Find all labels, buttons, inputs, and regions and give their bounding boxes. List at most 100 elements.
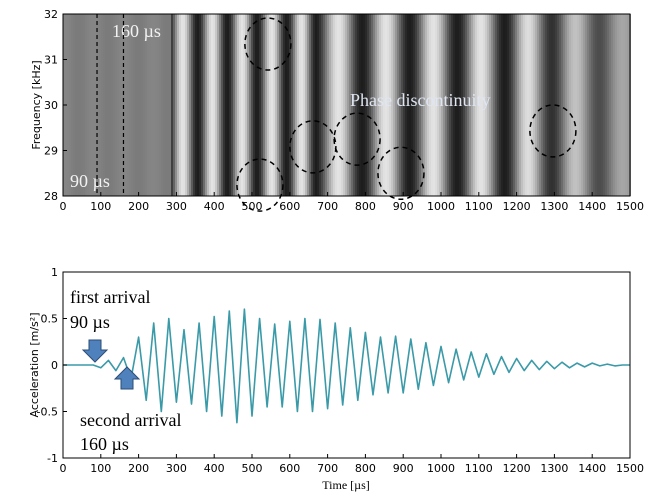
annotation: 160 µs [112,21,161,41]
x-tick-label: 100 [90,462,111,475]
texture [273,14,275,196]
texture [313,14,315,196]
texture [81,14,83,196]
texture [531,14,533,196]
texture [495,14,497,196]
texture [369,14,371,196]
x-tick-label: 1100 [465,462,493,475]
texture [391,14,393,196]
texture [85,14,87,196]
texture [573,14,575,196]
texture [569,14,571,196]
texture [435,14,437,196]
texture [351,14,353,196]
texture [121,14,123,196]
y-tick-label: 1 [51,266,58,279]
texture [597,14,599,196]
annotation: first arrival [70,287,150,307]
texture [157,14,159,196]
texture [333,14,335,196]
texture [75,14,77,196]
texture [379,14,381,196]
texture [249,14,251,196]
texture [615,14,617,196]
x-tick-label: 0 [60,462,67,475]
annotation: second arrival [80,410,181,430]
texture [585,14,587,196]
y-axis-label: Acceleration [m/s²] [28,313,41,418]
texture [225,14,227,196]
texture [79,14,81,196]
texture [423,14,425,196]
texture [605,14,607,196]
texture [407,14,409,196]
texture [327,14,329,196]
texture [625,14,627,196]
texture [105,14,107,196]
texture [323,14,325,196]
texture [163,14,165,196]
texture [177,14,179,196]
texture [233,14,235,196]
texture [505,14,507,196]
texture [393,14,395,196]
y-tick-label: -1 [47,452,58,465]
x-tick-label: 300 [166,200,187,213]
texture [303,14,305,196]
texture [237,14,239,196]
texture [253,14,255,196]
texture [179,14,181,196]
texture [349,14,351,196]
texture [307,14,309,196]
texture [401,14,403,196]
texture [375,14,377,196]
texture [447,14,449,196]
texture [83,14,85,196]
annotation: Phase discontinuity [350,90,491,110]
x-tick-label: 1500 [616,200,644,213]
texture [187,14,189,196]
texture [321,14,323,196]
texture [451,14,453,196]
texture [103,14,105,196]
x-tick-label: 200 [128,462,149,475]
texture [295,14,297,196]
texture [185,14,187,196]
texture [181,14,183,196]
texture [381,14,383,196]
texture [219,14,221,196]
texture [195,14,197,196]
waveform [63,308,630,424]
texture [421,14,423,196]
texture [565,14,567,196]
texture [577,14,579,196]
texture [523,14,525,196]
texture [243,14,245,196]
texture [301,14,303,196]
texture [259,14,261,196]
texture [617,14,619,196]
texture [513,14,515,196]
texture [299,14,301,196]
texture [395,14,397,196]
x-tick-label: 700 [317,200,338,213]
texture [403,14,405,196]
texture [521,14,523,196]
texture [137,14,139,196]
texture [319,14,321,196]
x-tick-label: 500 [242,462,263,475]
texture [487,14,489,196]
texture [197,14,199,196]
texture [429,14,431,196]
texture [611,14,613,196]
texture [119,14,121,196]
texture [251,14,253,196]
texture [499,14,501,196]
texture [525,14,527,196]
texture [155,14,157,196]
texture [335,14,337,196]
texture [489,14,491,196]
texture [145,14,147,196]
texture [515,14,517,196]
texture [199,14,201,196]
